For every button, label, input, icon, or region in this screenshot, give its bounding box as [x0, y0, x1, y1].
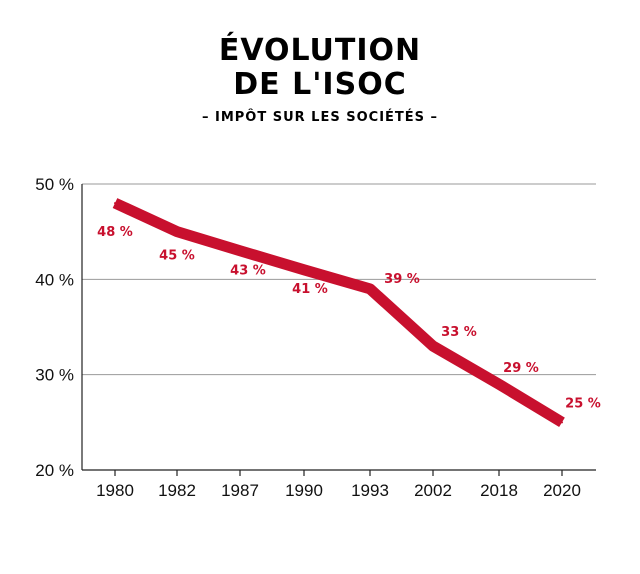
- data-label: 43 %: [230, 264, 266, 279]
- data-label: 48 %: [97, 225, 133, 240]
- x-tick-label: 2020: [543, 481, 581, 500]
- data-label: 41 %: [292, 282, 328, 297]
- data-label: 33 %: [441, 325, 477, 340]
- series-line: [112, 198, 565, 428]
- data-label: 45 %: [159, 249, 195, 264]
- data-label: 29 %: [503, 361, 539, 376]
- x-tick-label: 1980: [96, 481, 134, 500]
- data-label: 39 %: [384, 272, 420, 287]
- y-tick-label: 20 %: [35, 461, 74, 480]
- data-point: [561, 421, 563, 424]
- data-point: [303, 268, 305, 271]
- data-point: [369, 287, 371, 290]
- data-label: 25 %: [565, 396, 601, 411]
- x-tick-label: 1982: [158, 481, 196, 500]
- y-tick-label: 50 %: [35, 175, 74, 194]
- data-point: [498, 383, 500, 386]
- x-tick-label: 2018: [480, 481, 518, 500]
- x-tick-label: 1993: [351, 481, 389, 500]
- data-point: [239, 249, 241, 252]
- data-point: [176, 230, 178, 233]
- x-tick-label: 1990: [285, 481, 323, 500]
- chart-header: ÉVOLUTION DE L'ISOC – IMPÔT SUR LES SOCI…: [0, 33, 640, 126]
- x-tick-label: 2002: [414, 481, 452, 500]
- y-tick-label: 30 %: [35, 366, 74, 385]
- chart-subtitle: – IMPÔT SUR LES SOCIÉTÉS –: [201, 110, 439, 125]
- chart-title-line-1: ÉVOLUTION: [218, 33, 422, 68]
- data-point: [114, 202, 116, 205]
- x-tick-label: 1987: [221, 481, 259, 500]
- data-point: [432, 345, 434, 348]
- chart-title-line-2: DE L'ISOC: [233, 67, 407, 102]
- y-tick-label: 40 %: [35, 270, 74, 289]
